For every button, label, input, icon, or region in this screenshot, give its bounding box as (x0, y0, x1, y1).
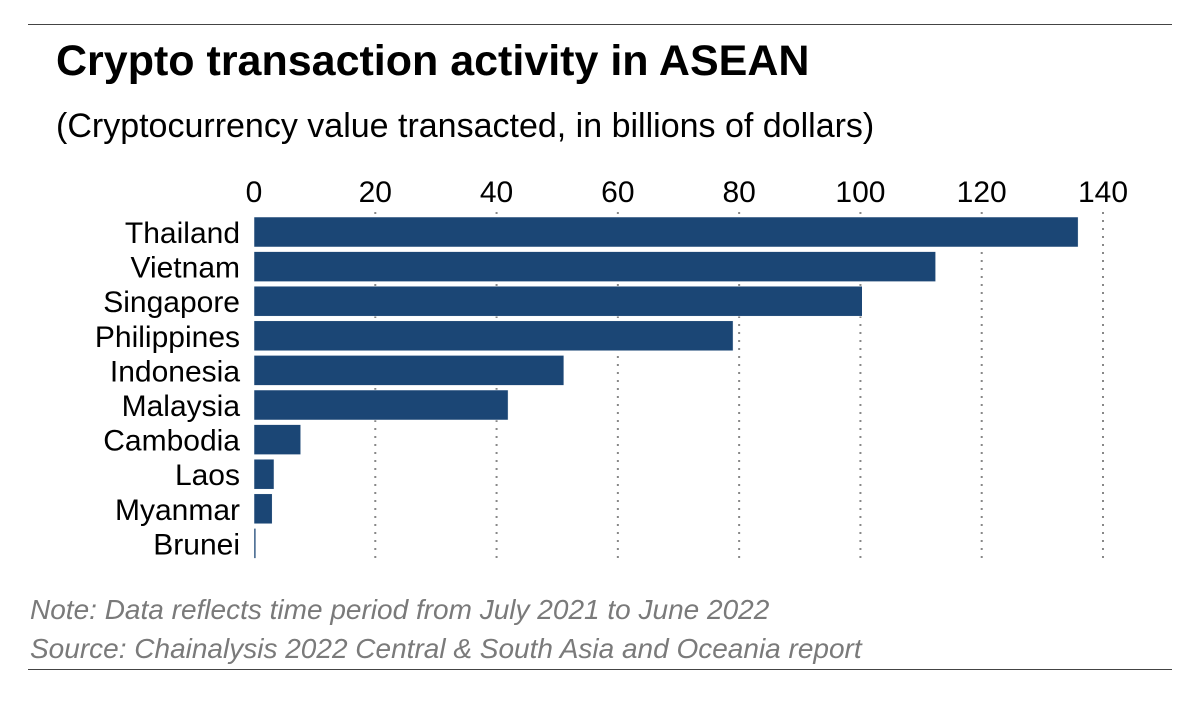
chart-subtitle: (Cryptocurrency value transacted, in bil… (56, 107, 875, 145)
x-tick-label-140: 140 (1078, 176, 1128, 209)
category-label-philippines: Philippines (95, 321, 240, 354)
category-label-laos: Laos (175, 459, 240, 492)
top-rule (28, 24, 1172, 25)
bar-thailand (253, 216, 1079, 248)
category-label-malaysia: Malaysia (122, 390, 241, 423)
category-label-cambodia: Cambodia (103, 425, 240, 458)
category-labels: ThailandVietnamSingaporePhilippinesIndon… (95, 217, 240, 561)
category-label-brunei: Brunei (153, 528, 240, 561)
bar-singapore (253, 285, 863, 317)
category-label-vietnam: Vietnam (130, 252, 240, 285)
bottom-rule (28, 669, 1172, 670)
x-tick-label-0: 0 (246, 176, 263, 209)
bar-indonesia (253, 355, 565, 386)
data-note: Note: Data reflects time period from Jul… (30, 594, 770, 625)
bar-chart: 0 20 40 60 80 100 120 140 ThailandVietnamSingap… (95, 176, 1128, 562)
category-label-myanmar: Myanmar (115, 494, 240, 527)
category-label-singapore: Singapore (103, 286, 240, 319)
chart-title: Crypto transaction activity in ASEAN (56, 37, 810, 85)
x-tick-label-120: 120 (957, 176, 1007, 209)
bar-vietnam (253, 251, 936, 282)
bar-philippines (253, 320, 734, 352)
bar-malaysia (253, 389, 509, 421)
category-label-thailand: Thailand (125, 217, 240, 250)
x-axis-ticks: 0 20 40 60 80 100 120 140 (246, 176, 1128, 209)
bar-laos (253, 458, 275, 490)
bar-myanmar (253, 493, 273, 525)
x-tick-label-100: 100 (835, 176, 885, 209)
bar-cambodia (253, 424, 301, 455)
bars (253, 216, 1079, 559)
x-tick-label-80: 80 (722, 176, 755, 209)
category-label-indonesia: Indonesia (110, 355, 240, 388)
x-tick-label-60: 60 (601, 176, 634, 209)
x-tick-label-40: 40 (480, 176, 513, 209)
x-tick-label-20: 20 (359, 176, 392, 209)
bar-brunei (253, 528, 257, 559)
source-note: Source: Chainalysis 2022 Central & South… (30, 633, 862, 664)
